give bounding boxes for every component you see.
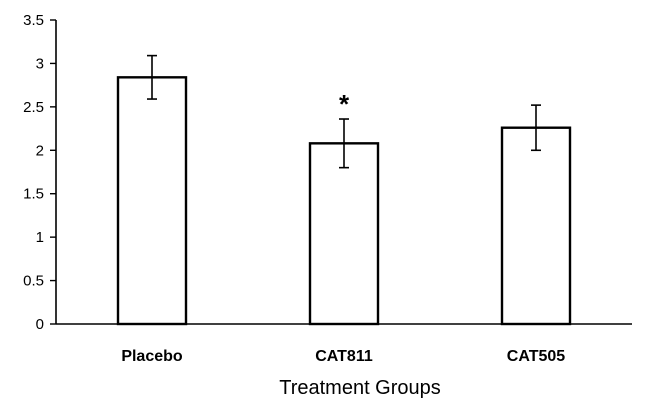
- y-tick-label: 3.5: [23, 12, 44, 29]
- bars: *: [116, 54, 572, 326]
- y-tick-label: 0: [36, 316, 44, 333]
- x-tick-label: CAT505: [507, 348, 565, 365]
- y-tick-label: 2: [36, 142, 44, 159]
- bar-cat811: [308, 142, 380, 326]
- significance-marker: *: [339, 89, 350, 119]
- bar-placebo: [116, 76, 188, 326]
- y-tick-label: 1: [36, 229, 44, 246]
- x-tick-label: CAT811: [315, 348, 373, 365]
- y-tick-label: 2.5: [23, 99, 44, 116]
- y-tick-label: 1.5: [23, 186, 44, 203]
- y-axis: 0 0.5 1 1.5 2 2.5 3 3.5: [23, 12, 57, 333]
- x-tick-label: Placebo: [121, 348, 183, 365]
- x-axis: Placebo CAT811 CAT505: [56, 323, 632, 365]
- y-tick-label: 3: [36, 55, 44, 72]
- x-axis-title: Treatment Groups: [279, 377, 441, 399]
- y-tick-label: 0.5: [23, 273, 44, 290]
- bar-cat505: [500, 126, 572, 326]
